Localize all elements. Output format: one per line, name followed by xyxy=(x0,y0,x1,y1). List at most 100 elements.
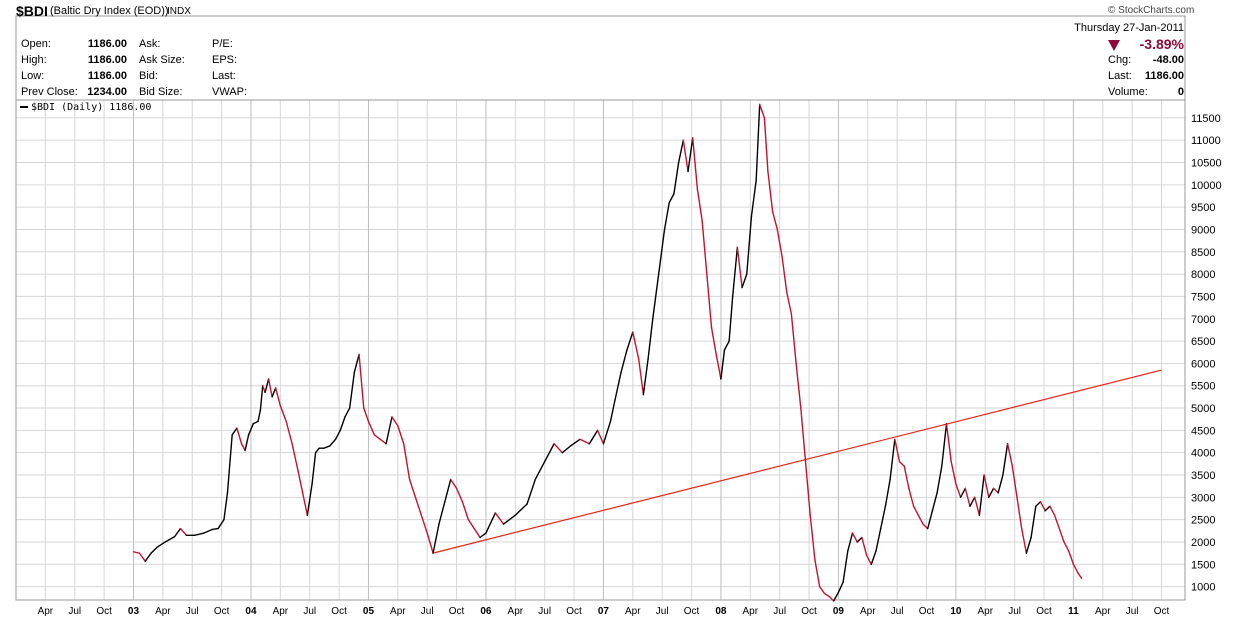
price-segment xyxy=(856,536,863,543)
bid-label: Bid: xyxy=(139,70,158,82)
prev-close-label: Prev Close: xyxy=(21,86,78,98)
x-tick-label: Jul xyxy=(538,606,551,617)
price-segment xyxy=(609,398,616,423)
price-segment xyxy=(889,438,896,481)
y-tick-label: 6000 xyxy=(1191,358,1215,370)
price-segment xyxy=(144,552,152,562)
y-tick-label: 10500 xyxy=(1191,158,1222,170)
quote-date: Thursday 27-Jan-2011 xyxy=(1074,22,1184,34)
price-segment xyxy=(1072,563,1079,574)
price-segment xyxy=(385,416,393,445)
price-segment xyxy=(668,193,675,204)
y-tick-label: 1500 xyxy=(1191,559,1215,571)
y-tick-label: 1000 xyxy=(1191,582,1215,594)
price-segment xyxy=(861,536,868,557)
price-segment xyxy=(179,527,188,536)
x-tick-label: Oct xyxy=(566,606,582,617)
last2-value: 1186.00 xyxy=(1144,70,1184,82)
price-segment xyxy=(1011,465,1018,499)
y-tick-label: 10000 xyxy=(1191,180,1222,192)
copyright: © StockCharts.com xyxy=(1108,5,1195,16)
price-segment xyxy=(847,532,854,552)
volume-value: 0 xyxy=(1177,86,1184,98)
price-segment xyxy=(271,387,277,398)
price-segment xyxy=(502,514,517,525)
price-segment xyxy=(1025,536,1032,554)
y-tick-label: 3500 xyxy=(1191,470,1215,482)
price-segment xyxy=(800,407,807,463)
price-segment xyxy=(1077,572,1083,580)
price-segment xyxy=(156,541,166,549)
price-segment xyxy=(363,407,370,423)
price-segment xyxy=(543,443,555,463)
price-segment xyxy=(903,465,910,490)
y-tick-label: 9500 xyxy=(1191,202,1215,214)
price-segment xyxy=(988,487,995,499)
y-tick-label: 2500 xyxy=(1191,515,1215,527)
price-segment xyxy=(534,460,546,481)
price-segment xyxy=(626,331,634,351)
price-segment xyxy=(682,139,689,173)
price-segment xyxy=(763,117,769,173)
ask-label: Ask: xyxy=(139,38,161,50)
price-segment xyxy=(602,420,612,445)
price-segment xyxy=(786,291,793,315)
open-label: Open: xyxy=(21,38,51,50)
price-segment xyxy=(193,532,205,536)
x-tick-label: Oct xyxy=(449,606,465,617)
x-tick-label: Apr xyxy=(1095,606,1111,617)
low-label: Low: xyxy=(21,70,45,82)
x-tick-label: 11 xyxy=(1068,606,1079,617)
price-segment xyxy=(720,349,726,380)
price-segment xyxy=(353,353,360,374)
y-tick-label: 2000 xyxy=(1191,537,1215,549)
x-tick-label: Apr xyxy=(390,606,406,617)
price-segment xyxy=(781,255,788,293)
price-segment xyxy=(776,228,783,257)
chg-value: -48.00 xyxy=(1152,54,1184,66)
symbol: $BDI xyxy=(16,3,48,19)
price-segment xyxy=(257,409,262,423)
prev-close-value: 1234.00 xyxy=(87,86,127,98)
price-segment xyxy=(833,591,840,602)
plot-frame xyxy=(15,99,1186,601)
price-segment xyxy=(715,353,722,380)
x-tick-label: Oct xyxy=(684,606,700,617)
price-segment xyxy=(795,362,802,409)
x-tick-label: 08 xyxy=(715,606,727,617)
price-segment xyxy=(467,518,475,530)
price-segment xyxy=(746,215,753,275)
x-tick-label: 06 xyxy=(480,606,492,617)
price-segment xyxy=(514,503,528,516)
price-segment xyxy=(494,512,505,525)
price-segment xyxy=(728,295,734,342)
price-segment xyxy=(1030,505,1037,539)
price-segment xyxy=(823,592,830,598)
price-segment xyxy=(804,460,811,516)
y-tick-label: 8500 xyxy=(1191,247,1215,259)
price-segment xyxy=(884,478,891,507)
price-segment xyxy=(226,434,233,494)
price-segment xyxy=(814,559,821,588)
header-frame xyxy=(15,15,1186,101)
price-segment xyxy=(767,170,774,213)
price-segment xyxy=(323,445,331,449)
price-segment xyxy=(1053,514,1060,530)
price-segment xyxy=(1058,527,1065,543)
price-segment xyxy=(339,416,346,432)
price-segment xyxy=(931,492,938,512)
y-tick-label: 5500 xyxy=(1191,381,1215,393)
y-axis-ticks: 1000 1500 2000 2500 3000 3500 4000 4500 5000 5500… xyxy=(1191,113,1222,594)
price-segment xyxy=(1020,527,1028,554)
y-tick-label: 4500 xyxy=(1191,425,1215,437)
price-segment xyxy=(955,483,962,499)
y-tick-label: 7000 xyxy=(1191,314,1215,326)
price-segment xyxy=(231,427,238,436)
price-segment xyxy=(741,273,748,289)
x-tick-label: Jul xyxy=(773,606,786,617)
high-label: High: xyxy=(21,54,47,66)
price-segment xyxy=(969,496,976,507)
x-tick-label: 07 xyxy=(598,606,610,617)
price-series xyxy=(132,103,1083,602)
change-percent: -3.89% xyxy=(1139,36,1184,52)
